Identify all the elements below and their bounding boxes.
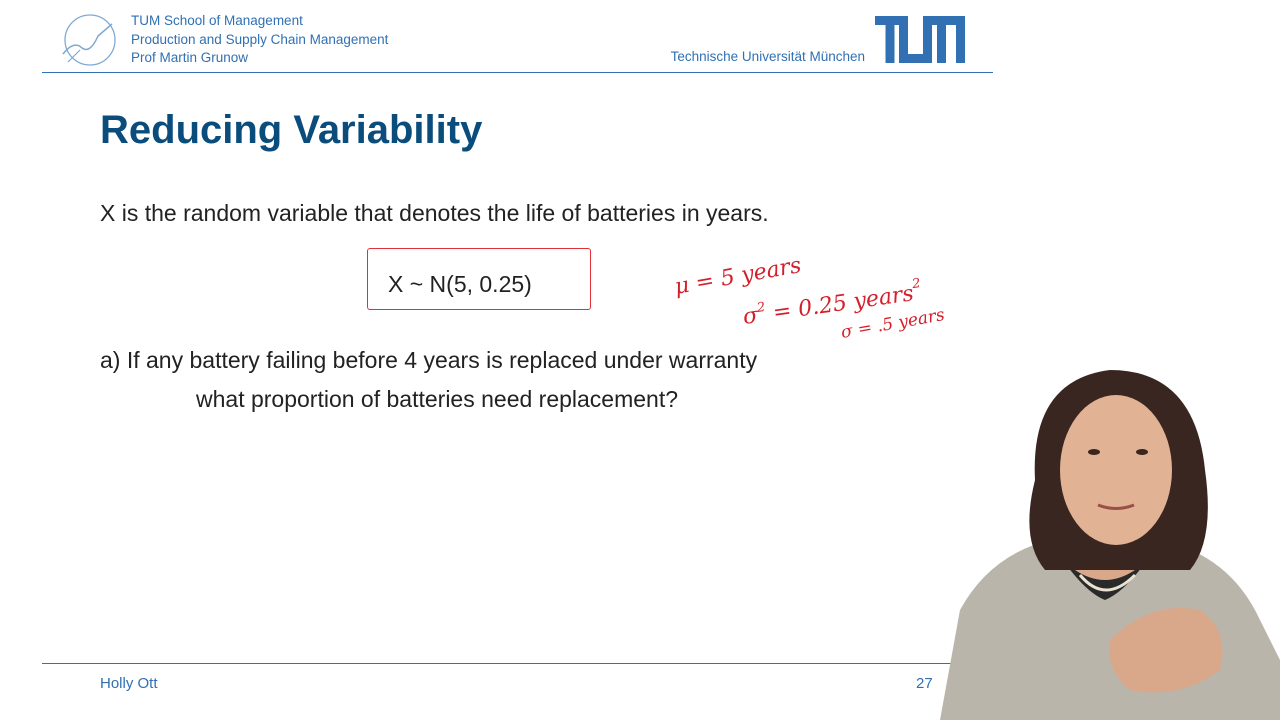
header-divider [42,72,993,73]
question-line-1: a) If any battery failing before 4 years… [100,347,758,373]
chair-name: Production and Supply Chain Management [131,31,389,47]
intro-text: X is the random variable that denotes th… [100,200,769,226]
header-affiliation: TUM School of Management Production and … [131,12,388,68]
university-name: Technische Universität München [670,49,865,64]
formula-highlight-box [367,248,591,310]
distribution-formula: X ~ N(5, 0.25) [388,271,532,297]
annotation-mean: μ = 5 years [673,253,803,300]
tum-logo-icon [875,16,965,63]
page-number: 27 [916,675,933,692]
school-name: TUM School of Management [131,13,303,28]
handwritten-annotations: μ = 5 years σ2 = 0.25 years2 σ = .5 year… [673,253,947,343]
footer-divider [42,663,993,664]
professor-name: Prof Martin Grunow [131,50,249,65]
presenter-name: Holly Ott [100,675,158,692]
tum-wave-logo-icon [62,14,116,66]
question-line-2: what proportion of batteries need replac… [196,386,679,412]
slide-title: Reducing Variability [100,108,483,152]
presenter-video-overlay [940,370,1280,720]
